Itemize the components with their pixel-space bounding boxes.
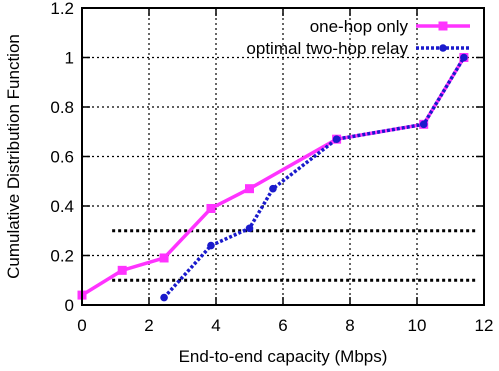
series-0-point-4 [245,184,254,194]
series-1-point-2 [245,224,254,233]
y-tick-labels: 0 0.2 0.4 0.6 0.8 1 1.2 [50,0,74,315]
y-tick-label-6: 1.2 [50,0,74,18]
series-0-point-3 [206,203,216,213]
legend-marker-1 [439,44,447,52]
x-tick-labels: 0 2 4 6 8 10 12 [77,316,493,335]
x-tick-label-1: 2 [144,316,153,335]
legend-label-0: one-hop only [310,17,409,36]
x-axis-label: End-to-end capacity (Mbps) [179,347,388,366]
series-1-point-5 [419,120,428,129]
y-tick-label-2: 0.4 [50,197,74,216]
y-tick-label-4: 0.8 [50,98,74,117]
y-axis-label: Cumulative Distribution Function [4,34,23,279]
series-layer [77,53,469,302]
x-tick-label-4: 8 [345,316,354,335]
y-tick-label-0: 0 [65,296,74,315]
y-tick-label-3: 0.6 [50,148,74,167]
x-tick-label-3: 6 [278,316,287,335]
grid [82,8,484,305]
x-tick-label-6: 12 [475,316,494,335]
ticks [81,7,485,306]
legend: one-hop only optimal two-hop relay [246,17,470,58]
series-1 [160,53,468,302]
series-0-point-1 [117,265,127,275]
y-tick-label-5: 1 [65,49,74,68]
legend-label-1: optimal two-hop relay [246,39,408,58]
series-1-point-1 [207,241,215,250]
legend-marker-0 [438,21,448,31]
x-tick-label-0: 0 [77,316,86,335]
series-1-point-0 [160,293,168,302]
x-tick-label-5: 10 [408,316,427,335]
series-1-point-3 [269,184,277,193]
reference-lines [112,229,478,282]
y-tick-label-1: 0.2 [50,247,74,266]
x-tick-label-2: 4 [211,316,220,335]
series-0-point-2 [159,253,169,263]
series-1-point-6 [460,53,468,62]
series-1-point-4 [332,135,341,143]
